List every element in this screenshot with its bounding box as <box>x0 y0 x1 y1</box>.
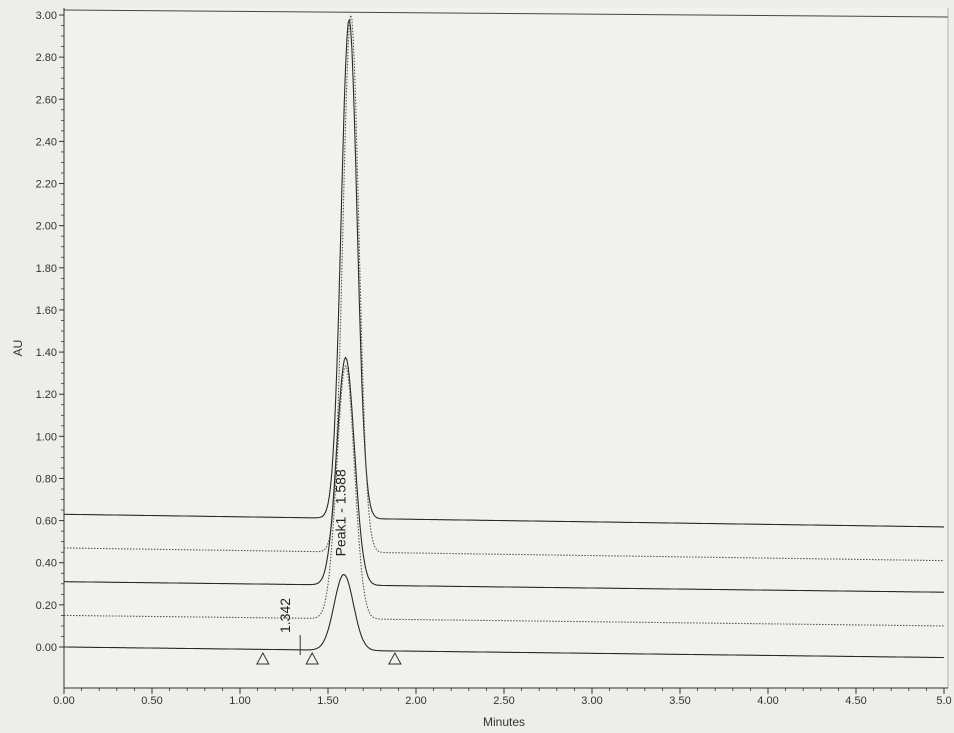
axes: 0.00 0.20 0.40 0.60 0.80 1.00 1.20 1.40 1.60 1.80… <box>36 8 952 707</box>
y-tick-label: 2.60 <box>36 94 57 106</box>
y-tick-label: 1.60 <box>36 305 57 317</box>
peak-name-label: Peak1 - 1.588 <box>332 469 348 556</box>
y-tick-label: 1.40 <box>36 347 57 359</box>
x-tick-label: 1.00 <box>229 695 250 707</box>
x-tick-label: 3.00 <box>581 695 602 707</box>
x-tick-label: 0.00 <box>53 695 74 707</box>
traces <box>64 15 944 659</box>
y-tick-label: 0.80 <box>36 473 57 485</box>
annotations: 1.342 Peak1 - 1.588 <box>256 469 402 665</box>
y-axis-title: AU <box>11 340 25 357</box>
x-tick-label: 0.50 <box>141 695 162 707</box>
x-tick-label: 2.50 <box>493 695 514 707</box>
x-axis-title: Minutes <box>483 715 525 729</box>
retention-time-label: 1.342 <box>277 598 293 633</box>
y-tick-label: 2.40 <box>36 136 57 148</box>
y-tick-label: 1.00 <box>36 431 57 443</box>
y-tick-label: 0.40 <box>36 558 57 570</box>
integration-marker-icon <box>305 651 320 665</box>
y-tick-label: 2.80 <box>36 52 57 64</box>
plot-background <box>64 8 948 688</box>
integration-marker-icon <box>256 651 270 665</box>
chromatogram-trace-3 <box>64 356 944 593</box>
x-tick-label: 3.50 <box>669 695 690 707</box>
y-tick-label: 1.20 <box>36 389 57 401</box>
x-tick-label: 5.0 <box>936 695 951 707</box>
y-tick-label: 0.00 <box>36 642 57 654</box>
x-tick-label: 1.50 <box>317 695 338 707</box>
x-tick-label: 4.00 <box>757 695 778 707</box>
integration-marker-icon <box>388 651 402 665</box>
y-tick-label: 1.80 <box>36 263 57 275</box>
y-tick-label: 0.20 <box>36 600 57 612</box>
chromatogram-trace-1 <box>64 19 944 528</box>
chromatogram-trace-2 <box>64 15 944 562</box>
x-tick-label: 4.50 <box>845 695 866 707</box>
top-border-line <box>63 9 949 18</box>
chromatogram-trace-5 <box>64 574 944 659</box>
x-tick-label: 2.00 <box>405 695 426 707</box>
y-tick-label: 3.00 <box>36 10 57 22</box>
y-tick-label: 2.00 <box>36 221 57 233</box>
y-tick-label: 2.20 <box>36 179 57 191</box>
y-tick-label: 0.60 <box>36 516 57 528</box>
